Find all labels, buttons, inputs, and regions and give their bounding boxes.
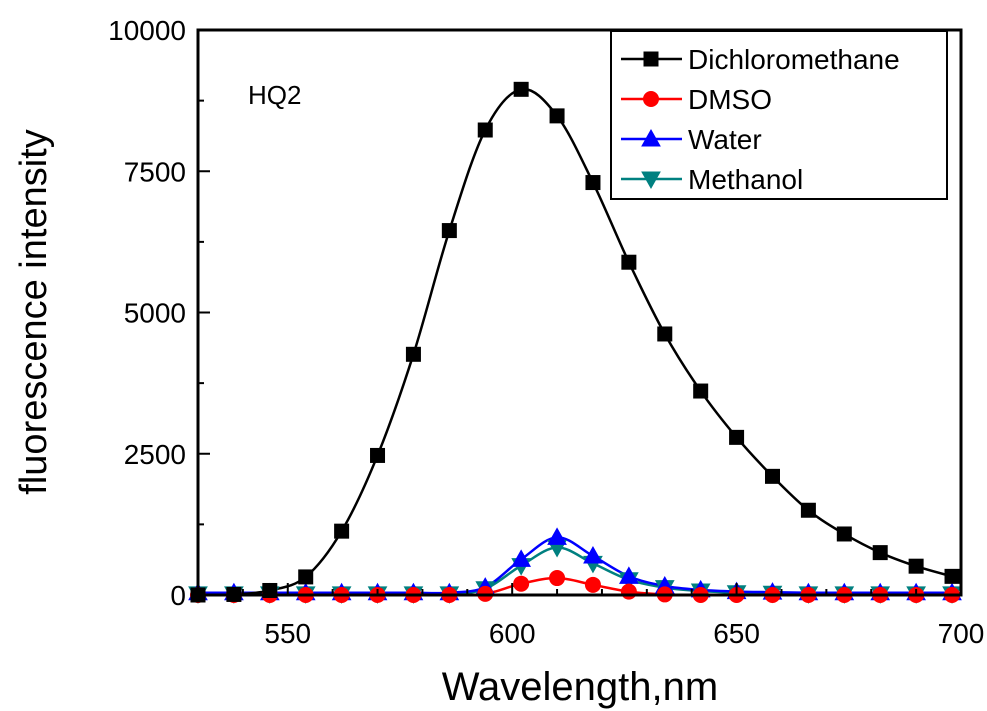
legend-marker-dichloromethane — [643, 51, 659, 67]
legend-label-dichloromethane: Dichloromethane — [688, 44, 900, 75]
data-point-dichloromethane — [944, 568, 960, 584]
x-tick-label: 600 — [489, 618, 536, 649]
data-point-dichloromethane — [585, 175, 601, 191]
data-point-dichloromethane — [441, 223, 457, 239]
x-axis: 550 600 650 700 — [241, 583, 985, 649]
data-point-dichloromethane — [405, 346, 421, 362]
legend-marker-dmso — [643, 91, 659, 107]
data-point-dichloromethane — [621, 254, 637, 270]
data-point-dichloromethane — [729, 429, 745, 445]
data-point-dichloromethane — [693, 383, 709, 399]
legend-marker-methanol — [641, 171, 661, 190]
y-tick-label: 5000 — [124, 298, 186, 329]
y-tick-label: 7500 — [124, 156, 186, 187]
data-point-dichloromethane — [334, 523, 350, 539]
data-point-dichloromethane — [549, 108, 565, 124]
data-point-dmso — [549, 570, 566, 587]
y-tick-label: 10000 — [108, 15, 186, 46]
legend-label-methanol: Methanol — [688, 164, 803, 195]
x-tick-label: 550 — [264, 618, 311, 649]
data-point-dmso — [513, 575, 530, 592]
y-tick-label: 0 — [170, 580, 186, 611]
data-point-dichloromethane — [657, 326, 673, 342]
x-tick-label: 700 — [938, 618, 985, 649]
legend-label-dmso: DMSO — [688, 84, 772, 115]
y-axis: 0 2500 5000 7500 10000 — [108, 15, 210, 611]
data-point-dichloromethane — [800, 502, 816, 518]
x-axis-label: Wavelength,nm — [442, 665, 718, 709]
data-point-water — [511, 549, 532, 567]
legend-label-water: Water — [688, 124, 762, 155]
data-point-water — [619, 566, 639, 584]
data-point-dichloromethane — [764, 468, 780, 484]
x-tick-label: 650 — [713, 618, 760, 649]
data-point-dichloromethane — [908, 558, 924, 574]
data-point-dmso — [584, 576, 601, 593]
data-point-dichloromethane — [477, 122, 493, 138]
series-line-dmso — [198, 576, 953, 595]
data-point-water — [547, 527, 567, 545]
data-point-dichloromethane — [298, 569, 314, 585]
data-point-dichloromethane — [370, 447, 386, 463]
y-tick-label: 2500 — [124, 439, 186, 470]
data-point-dichloromethane — [836, 526, 852, 542]
annotation-label: HQ2 — [248, 80, 301, 110]
data-point-water — [583, 545, 603, 564]
legend-marker-water — [641, 128, 661, 147]
legend: Dichloromethane DMSO Water Methanol — [610, 30, 948, 200]
data-point-dmso — [620, 583, 637, 600]
data-point-dichloromethane — [872, 545, 888, 561]
y-axis-label: fluorescence intensity — [13, 129, 55, 494]
data-point-dichloromethane — [513, 81, 529, 97]
